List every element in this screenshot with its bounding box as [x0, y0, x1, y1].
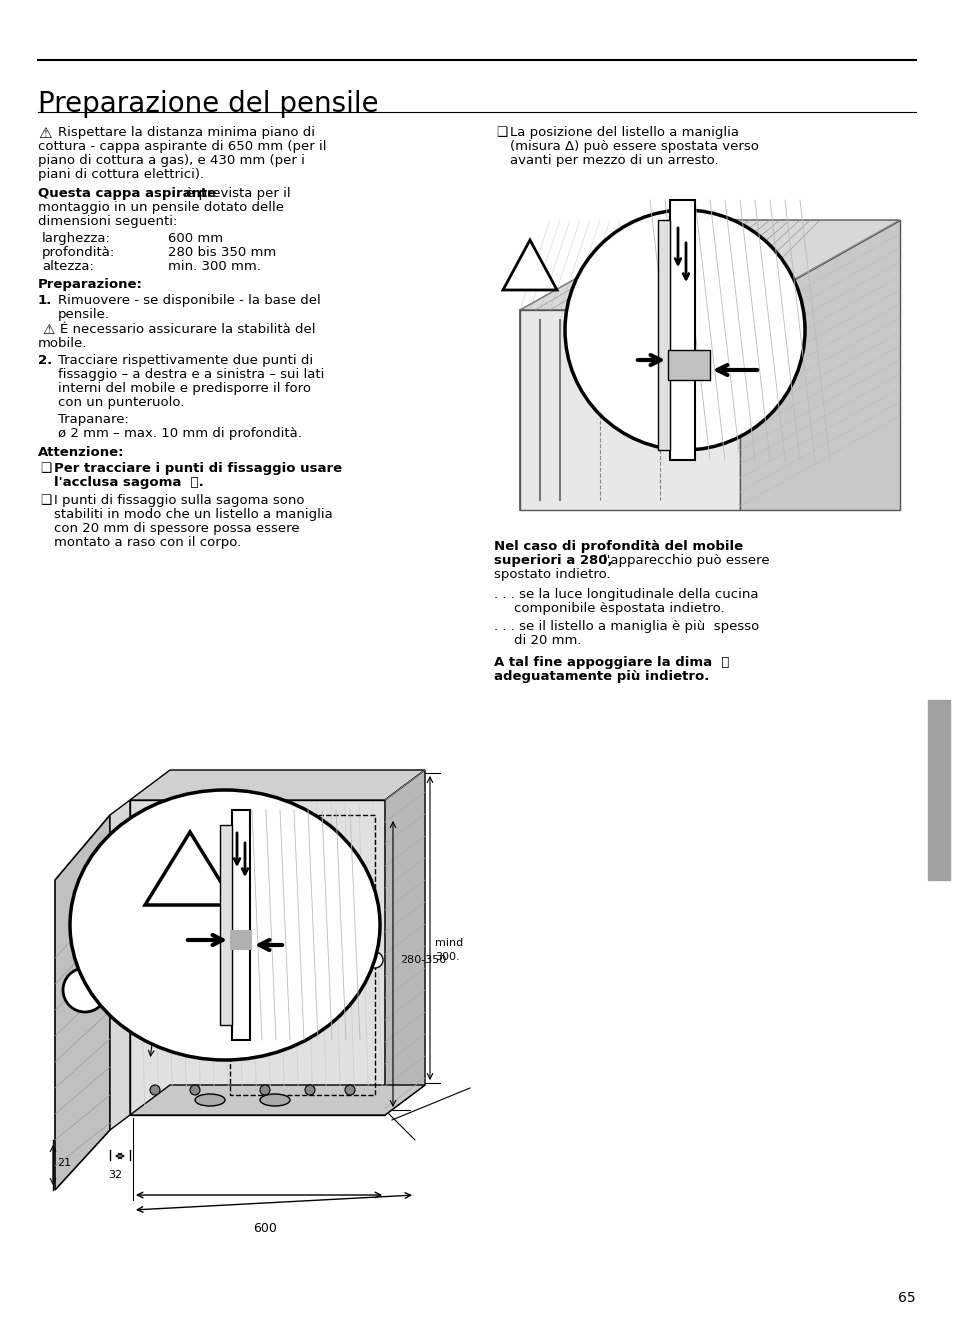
Text: ❑: ❑: [40, 461, 51, 475]
Text: di 20 mm.: di 20 mm.: [514, 634, 581, 647]
Polygon shape: [130, 800, 385, 1115]
Text: superiori a 280,: superiori a 280,: [494, 554, 612, 568]
Text: 280-350: 280-350: [399, 955, 446, 965]
Text: mobile.: mobile.: [38, 337, 88, 350]
Bar: [220, 825, 232, 1025]
Text: pensile.: pensile.: [58, 308, 110, 321]
Text: Attenzione:: Attenzione:: [38, 446, 125, 459]
Text: ⚠: ⚠: [38, 126, 51, 141]
Text: I punti di fissaggio sulla sagoma sono: I punti di fissaggio sulla sagoma sono: [54, 495, 304, 507]
Bar: [230, 815, 375, 1095]
Text: cottura - cappa aspirante di 650 mm (per il: cottura - cappa aspirante di 650 mm (per…: [38, 141, 326, 152]
Polygon shape: [130, 1085, 424, 1115]
Circle shape: [63, 968, 107, 1012]
Text: ❑: ❑: [496, 126, 507, 139]
Text: è prevista per il: è prevista per il: [186, 187, 291, 200]
Text: con 20 mm di spessore possa essere: con 20 mm di spessore possa essere: [54, 522, 299, 534]
Text: 21: 21: [57, 1158, 71, 1168]
Polygon shape: [145, 831, 234, 906]
Text: A tal fine appoggiare la dima  ⓘ: A tal fine appoggiare la dima ⓘ: [494, 656, 729, 670]
Text: dimensioni seguenti:: dimensioni seguenti:: [38, 215, 177, 228]
Text: !: !: [525, 264, 534, 282]
Text: 300.: 300.: [435, 952, 459, 961]
Text: altezza:: altezza:: [42, 260, 93, 273]
Circle shape: [190, 1085, 200, 1095]
Ellipse shape: [194, 1094, 225, 1106]
Text: con un punteruolo.: con un punteruolo.: [58, 396, 184, 408]
Text: La posizione del listello a maniglia: La posizione del listello a maniglia: [510, 126, 739, 139]
Text: 600 mm: 600 mm: [168, 232, 223, 245]
Circle shape: [367, 952, 382, 968]
Text: ⚠: ⚠: [42, 324, 54, 337]
Text: larghezza:: larghezza:: [42, 232, 111, 245]
Text: . . . se la luce longitudinale della cucina: . . . se la luce longitudinale della cuc…: [494, 587, 758, 601]
Circle shape: [260, 1085, 270, 1095]
Text: Rimuovere - se disponibile - la base del: Rimuovere - se disponibile - la base del: [58, 294, 320, 308]
Bar: [232, 810, 250, 1040]
Text: spostato indietro.: spostato indietro.: [494, 568, 610, 581]
Text: profondità:: profondità:: [42, 247, 115, 259]
Text: 2.: 2.: [38, 354, 52, 367]
Text: 170: 170: [155, 998, 171, 1021]
Text: stabiliti in modo che un listello a maniglia: stabiliti in modo che un listello a mani…: [54, 508, 333, 521]
Text: Rispettare la distanza minima piano di: Rispettare la distanza minima piano di: [58, 126, 314, 139]
Polygon shape: [55, 815, 110, 1189]
Text: . . . se il listello a maniglia è più  spesso: . . . se il listello a maniglia è più sp…: [494, 621, 759, 633]
Polygon shape: [130, 770, 424, 800]
Circle shape: [305, 1085, 314, 1095]
Circle shape: [345, 1085, 355, 1095]
Text: É necessario assicurare la stabilità del: É necessario assicurare la stabilità del: [60, 324, 315, 335]
Text: Tracciare rispettivamente due punti di: Tracciare rispettivamente due punti di: [58, 354, 313, 367]
Text: piani di cottura elettrici).: piani di cottura elettrici).: [38, 168, 204, 182]
Text: Per tracciare i punti di fissaggio usare: Per tracciare i punti di fissaggio usare: [54, 461, 342, 475]
Text: montaggio in un pensile dotato delle: montaggio in un pensile dotato delle: [38, 202, 284, 213]
Ellipse shape: [70, 790, 379, 1059]
Text: adeguatamente più indietro.: adeguatamente più indietro.: [494, 670, 709, 683]
Text: ø 2 mm – max. 10 mm di profondità.: ø 2 mm – max. 10 mm di profondità.: [58, 427, 301, 440]
Text: mind: mind: [435, 937, 463, 948]
Text: 65: 65: [898, 1292, 915, 1305]
Text: fissaggio – a destra e a sinistra – sui lati: fissaggio – a destra e a sinistra – sui …: [58, 369, 324, 381]
Ellipse shape: [260, 1094, 290, 1106]
Text: Questa cappa aspirante: Questa cappa aspirante: [38, 187, 216, 200]
Polygon shape: [502, 240, 557, 290]
Text: 280 bis 350 mm: 280 bis 350 mm: [168, 247, 276, 259]
Text: (misura Δ) può essere spostata verso: (misura Δ) può essere spostata verso: [510, 141, 758, 152]
Polygon shape: [519, 220, 899, 310]
Text: montato a raso con il corpo.: montato a raso con il corpo.: [54, 536, 241, 549]
Text: Preparazione:: Preparazione:: [38, 278, 143, 290]
Text: II: II: [80, 984, 90, 997]
Text: interni del mobile e predisporre il foro: interni del mobile e predisporre il foro: [58, 382, 311, 395]
Polygon shape: [385, 770, 424, 1115]
Bar: [667, 350, 709, 381]
Circle shape: [564, 210, 804, 450]
Bar: [230, 930, 252, 949]
Text: Δ>0: Δ>0: [657, 400, 701, 419]
Text: Trapanare:: Trapanare:: [58, 412, 129, 426]
Bar: [658, 220, 669, 450]
Text: Δ=0: Δ=0: [213, 973, 257, 992]
Text: 1.: 1.: [38, 294, 52, 308]
Text: l'apparecchio può essere: l'apparecchio può essere: [602, 554, 769, 568]
Bar: [927, 700, 949, 880]
Text: min. 300 mm.: min. 300 mm.: [168, 260, 260, 273]
Text: 32: 32: [108, 1170, 122, 1180]
Polygon shape: [740, 220, 899, 511]
Bar: [669, 200, 695, 460]
Text: !: !: [186, 875, 194, 895]
Text: piano di cottura a gas), e 430 mm (per i: piano di cottura a gas), e 430 mm (per i: [38, 154, 305, 167]
Text: 600: 600: [253, 1223, 276, 1235]
Text: avanti per mezzo di un arresto.: avanti per mezzo di un arresto.: [510, 154, 718, 167]
Text: Nel caso di profondità del mobile: Nel caso di profondità del mobile: [494, 540, 742, 553]
Text: componibile èspostata indietro.: componibile èspostata indietro.: [514, 602, 724, 615]
Polygon shape: [110, 800, 130, 1130]
Text: ❑: ❑: [40, 495, 51, 507]
Circle shape: [150, 1085, 160, 1095]
Polygon shape: [519, 310, 740, 511]
Text: Preparazione del pensile: Preparazione del pensile: [38, 90, 378, 118]
Text: l'acclusa sagoma  ⓘ.: l'acclusa sagoma ⓘ.: [54, 476, 204, 489]
